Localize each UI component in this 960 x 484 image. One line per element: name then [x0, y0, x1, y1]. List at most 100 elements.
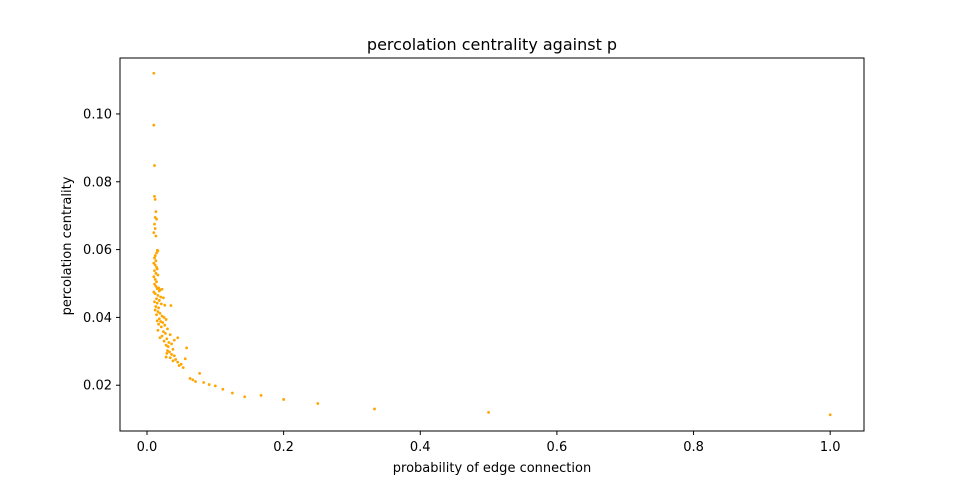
x-ticks: 0.0 0.2 0.4 0.6 0.8 1.0 — [137, 431, 841, 455]
data-point — [181, 366, 185, 369]
data-point — [154, 210, 158, 214]
data-point — [159, 325, 163, 329]
data-point — [198, 371, 201, 375]
plot-area-frame — [119, 57, 865, 432]
data-point — [157, 322, 161, 326]
data-point — [153, 292, 157, 296]
data-point — [194, 380, 197, 383]
data-point — [153, 263, 157, 267]
data-point — [158, 311, 162, 315]
data-point — [168, 333, 172, 337]
y-axis-label: percolation centrality — [60, 176, 75, 315]
data-point — [168, 356, 172, 360]
data-point — [153, 198, 157, 201]
data-point — [154, 305, 158, 308]
data-point — [169, 304, 173, 307]
data-point — [157, 317, 161, 321]
data-point — [165, 351, 169, 355]
data-point — [168, 350, 171, 354]
data-point — [152, 231, 156, 235]
data-point — [164, 343, 168, 347]
data-point — [157, 299, 161, 302]
data-point — [156, 310, 160, 314]
data-point — [213, 384, 217, 388]
data-point — [156, 249, 160, 253]
data-point — [152, 275, 156, 279]
x-axis-label: probability of edge connection — [393, 461, 591, 476]
data-point — [188, 377, 192, 380]
data-point — [174, 358, 178, 361]
data-point — [153, 282, 156, 286]
data-point — [162, 339, 166, 343]
data-point — [185, 346, 189, 350]
data-point — [152, 71, 156, 75]
data-point — [153, 227, 157, 230]
data-point — [221, 387, 225, 391]
x-tick-label: 0.0 — [137, 440, 158, 455]
chart-title: percolation centrality against p — [367, 35, 617, 54]
data-point — [172, 338, 176, 342]
y-tick-label: 0.02 — [83, 379, 112, 394]
data-point — [183, 357, 187, 361]
data-point — [155, 267, 159, 271]
data-point — [160, 314, 164, 318]
data-point — [155, 217, 158, 221]
x-tick-label: 1.0 — [820, 440, 841, 455]
data-point — [156, 293, 160, 297]
data-point — [154, 259, 158, 263]
data-point — [153, 269, 156, 273]
data-point — [153, 194, 156, 198]
data-point — [166, 349, 169, 353]
data-point — [155, 319, 159, 323]
data-point — [155, 313, 158, 317]
data-point — [159, 302, 163, 306]
data-point — [165, 337, 169, 341]
data-point — [153, 308, 157, 312]
data-point — [154, 271, 158, 275]
data-point — [167, 341, 171, 344]
data-point — [191, 378, 195, 382]
data-point — [156, 273, 160, 277]
data-point — [157, 289, 161, 293]
data-point — [158, 336, 162, 340]
data-point — [164, 355, 168, 359]
points-layer — [152, 71, 832, 417]
data-point — [176, 336, 180, 340]
data-point — [159, 295, 163, 299]
data-point — [166, 345, 170, 348]
data-point — [171, 359, 175, 363]
data-point — [373, 407, 376, 411]
data-point — [243, 395, 247, 399]
data-point — [316, 402, 320, 405]
data-point — [230, 391, 234, 395]
x-tick-label: 0.8 — [683, 440, 704, 455]
data-point — [155, 301, 159, 305]
data-point — [154, 234, 158, 238]
data-point — [170, 352, 173, 356]
data-point — [170, 342, 173, 346]
data-point — [155, 280, 158, 284]
data-point — [160, 334, 164, 338]
data-point — [179, 362, 183, 366]
data-point — [487, 410, 490, 414]
data-point — [282, 398, 286, 401]
data-point — [176, 360, 180, 364]
data-point — [156, 328, 160, 332]
data-point — [155, 287, 159, 290]
data-point — [153, 222, 156, 226]
data-point — [828, 413, 832, 417]
data-point — [155, 297, 158, 301]
data-point — [153, 256, 156, 260]
y-tick-label: 0.04 — [83, 311, 112, 326]
data-point — [161, 296, 165, 300]
data-point — [153, 300, 156, 304]
data-point — [153, 278, 157, 281]
data-point — [161, 330, 165, 334]
data-point — [207, 383, 211, 386]
y-ticks: 0.02 0.04 0.06 0.08 0.10 — [83, 107, 120, 394]
data-point — [177, 364, 181, 367]
data-point — [171, 347, 175, 351]
data-point — [166, 327, 169, 331]
data-point — [172, 354, 176, 358]
